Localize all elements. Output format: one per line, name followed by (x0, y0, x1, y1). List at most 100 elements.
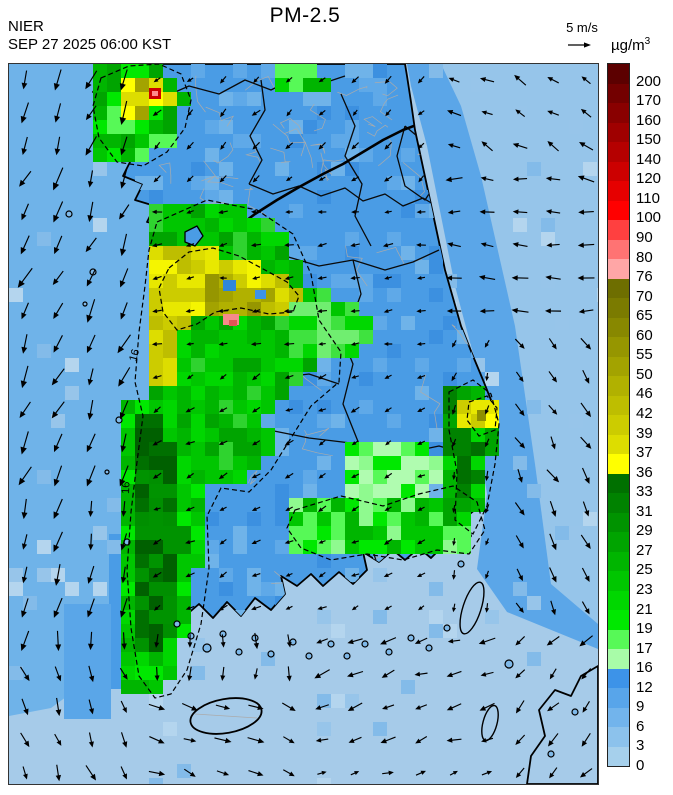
center-south-patch (345, 442, 443, 498)
colorbar-cell (608, 571, 629, 591)
colorbar-tick-label: 39 (636, 424, 653, 442)
colorbar-tick-label: 19 (636, 620, 653, 638)
colorbar-cell (608, 376, 629, 396)
colorbar-cell (608, 259, 629, 279)
small-island (289, 638, 297, 646)
seoul-lake-1 (223, 280, 236, 291)
contour-16-east (448, 379, 500, 535)
contour-16-main (126, 199, 342, 699)
colorbar-cell (608, 337, 629, 357)
colorbar-cell (608, 454, 629, 474)
colorbar-tick-label: 100 (636, 209, 662, 227)
colorbar-cell (608, 415, 629, 435)
colorbar-tick-label: 76 (636, 268, 653, 286)
top-center-green (275, 64, 331, 92)
colorbar-tick-label: 90 (636, 229, 653, 246)
colorbar-cell (608, 122, 629, 142)
seoul-pink (223, 314, 239, 325)
datetime-label: SEP 27 2025 06:00 KST (8, 36, 172, 53)
colorbar-cell (608, 83, 629, 103)
colorbar-tick-label: 150 (636, 131, 662, 149)
colorbar-tick-label: 36 (636, 463, 653, 481)
colorbar-cell (608, 649, 629, 669)
colorbar-tick-label: 170 (636, 92, 662, 110)
colorbar-cell (608, 356, 629, 376)
seoul-olive-core (205, 274, 275, 316)
small-island (82, 301, 88, 307)
colorbar-cell (608, 181, 629, 201)
colorbar-tick-label: 16 (636, 659, 653, 677)
small-island (187, 632, 195, 640)
colorbar-tick-label: 70 (636, 287, 653, 305)
small-island (361, 640, 369, 648)
small-island (173, 620, 181, 628)
east-spot-olive (477, 410, 486, 421)
small-island (547, 750, 555, 758)
colorbar-tick-label: 160 (636, 111, 662, 129)
small-island (65, 210, 73, 218)
colorbar-tick-label: 33 (636, 483, 653, 501)
colorbar-cell (608, 142, 629, 162)
colorbar-tick-labels: 200 170 160 150 140 120 110 100 90 80 76 70 65 60 55 50… (636, 63, 673, 775)
colorbar-tick-label: 140 (636, 150, 662, 168)
colorbar-cell (608, 707, 629, 727)
small-island (267, 650, 275, 658)
pm25-plume-layer (93, 64, 499, 694)
contour-label: 16 (127, 348, 142, 363)
colorbar-tick-label: 0 (636, 757, 645, 774)
colorbar-cell (608, 64, 629, 84)
wind-vector-layer (17, 69, 595, 782)
colorbar-cell (608, 278, 629, 298)
contour-label: 16 (120, 481, 132, 494)
contour-36-east-spot (466, 395, 498, 437)
small-island (443, 624, 451, 632)
colorbar-tick-label: 9 (636, 698, 645, 716)
islands-layer (65, 210, 598, 784)
colorbar-tick-label: 25 (636, 561, 653, 579)
seoul-red (229, 320, 237, 326)
small-island (235, 648, 243, 656)
colorbar-cell (608, 161, 629, 181)
colorbar-cell (608, 746, 629, 766)
colorbar-tick-label: 50 (636, 365, 653, 383)
wind-scale-arrow-icon (566, 37, 596, 48)
colorbar-tick-label: 17 (636, 639, 653, 657)
small-island (457, 560, 465, 568)
nw-blob-pink (152, 91, 158, 96)
colorbar-tick-label: 6 (636, 717, 645, 735)
ganghwa-island (184, 225, 204, 247)
colorbar-cell (608, 239, 629, 259)
colorbar-cell (608, 512, 629, 532)
colorbar-cell (608, 629, 629, 649)
colorbar-cell (608, 317, 629, 337)
page-title: PM-2.5 (269, 4, 341, 27)
colorbar-tick-label: 80 (636, 248, 653, 266)
small-island (425, 644, 433, 652)
colorbar-cell (608, 395, 629, 415)
colorbar-cell (608, 688, 629, 708)
small-island (407, 634, 415, 642)
seoul-yellow-tail (149, 316, 177, 386)
small-island (343, 652, 351, 660)
unit-label: µg/m3 (611, 36, 651, 54)
west-lower-mid (64, 604, 111, 719)
colorbar-tick-label: 110 (636, 189, 660, 207)
colorbar-tick-label: 12 (636, 678, 653, 696)
small-island (504, 659, 514, 669)
colorbar-cell (608, 590, 629, 610)
colorbar-cell (608, 103, 629, 123)
agency-label: NIER (8, 18, 44, 35)
east-nearshore (407, 64, 598, 649)
colorbar-cell (608, 610, 629, 630)
seoul-lake-2 (255, 290, 266, 299)
colorbar-cell (608, 298, 629, 318)
colorbar-tick-label: 21 (636, 600, 653, 618)
colorbar-tick-label: 60 (636, 326, 653, 344)
colorbar-tick-label: 42 (636, 405, 653, 422)
map-canvas: 16 16 (8, 63, 599, 785)
colorbar-cell (608, 551, 629, 571)
small-island (202, 643, 212, 653)
colorbar-cell (608, 220, 629, 240)
